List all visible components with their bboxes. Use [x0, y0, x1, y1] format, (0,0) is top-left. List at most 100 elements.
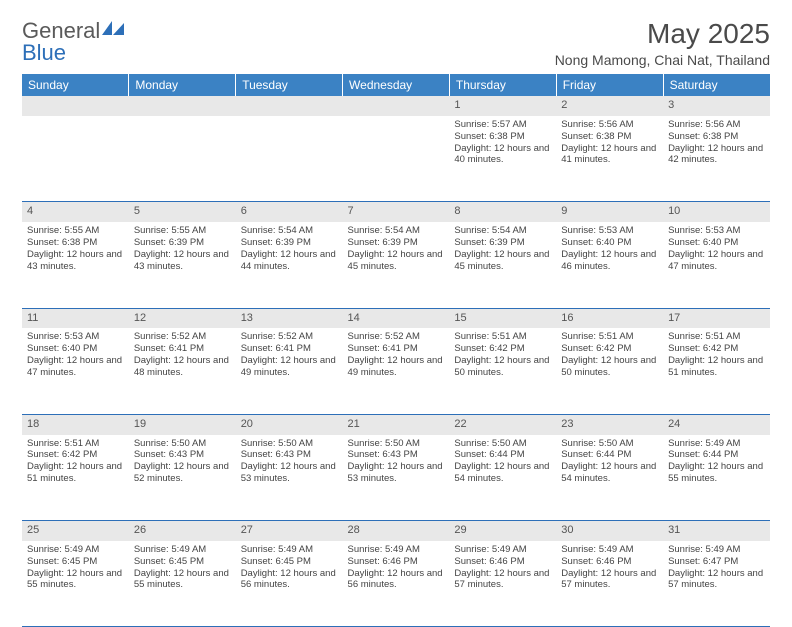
sunrise-line: Sunrise: 5:54 AM [348, 225, 445, 237]
sunrise-line: Sunrise: 5:51 AM [27, 438, 124, 450]
day-number: 25 [22, 521, 129, 541]
sunrise-line: Sunrise: 5:49 AM [561, 544, 658, 556]
sunset-line: Sunset: 6:42 PM [668, 343, 765, 355]
day-number: 18 [22, 414, 129, 434]
day-details: Sunrise: 5:55 AMSunset: 6:38 PMDaylight:… [27, 225, 124, 273]
daylight-line: Daylight: 12 hours and 40 minutes. [454, 143, 551, 167]
sunrise-line: Sunrise: 5:49 AM [454, 544, 551, 556]
daylight-line: Daylight: 12 hours and 55 minutes. [668, 461, 765, 485]
day-number: 7 [343, 202, 450, 222]
sunset-line: Sunset: 6:39 PM [134, 237, 231, 249]
weekday-header: Friday [556, 74, 663, 96]
calendar-body: 123Sunrise: 5:57 AMSunset: 6:38 PMDaylig… [22, 96, 770, 627]
day-cell: Sunrise: 5:49 AMSunset: 6:46 PMDaylight:… [449, 541, 556, 627]
daylight-line: Daylight: 12 hours and 43 minutes. [134, 249, 231, 273]
calendar-head: SundayMondayTuesdayWednesdayThursdayFrid… [22, 74, 770, 96]
sunset-line: Sunset: 6:45 PM [241, 556, 338, 568]
day-number: 19 [129, 414, 236, 434]
day-cell: Sunrise: 5:51 AMSunset: 6:42 PMDaylight:… [663, 328, 770, 414]
day-number: 28 [343, 521, 450, 541]
day-details: Sunrise: 5:49 AMSunset: 6:46 PMDaylight:… [348, 544, 445, 592]
day-details: Sunrise: 5:56 AMSunset: 6:38 PMDaylight:… [561, 119, 658, 167]
day-number-row: 123 [22, 96, 770, 116]
day-number: 1 [449, 96, 556, 116]
day-number: 23 [556, 414, 663, 434]
sunset-line: Sunset: 6:40 PM [27, 343, 124, 355]
logo-sail-icon [102, 21, 124, 35]
day-details: Sunrise: 5:57 AMSunset: 6:38 PMDaylight:… [454, 119, 551, 167]
sunrise-line: Sunrise: 5:50 AM [454, 438, 551, 450]
day-number: 20 [236, 414, 343, 434]
day-content-row: Sunrise: 5:57 AMSunset: 6:38 PMDaylight:… [22, 116, 770, 202]
sunset-line: Sunset: 6:46 PM [561, 556, 658, 568]
sunrise-line: Sunrise: 5:52 AM [348, 331, 445, 343]
title-block: May 2025 Nong Mamong, Chai Nat, Thailand [555, 18, 770, 68]
day-number: 10 [663, 202, 770, 222]
weekday-header: Tuesday [236, 74, 343, 96]
day-number-row: 11121314151617 [22, 308, 770, 328]
daylight-line: Daylight: 12 hours and 46 minutes. [561, 249, 658, 273]
weekday-header: Monday [129, 74, 236, 96]
weekday-header: Wednesday [343, 74, 450, 96]
daylight-line: Daylight: 12 hours and 57 minutes. [668, 568, 765, 592]
daylight-line: Daylight: 12 hours and 47 minutes. [27, 355, 124, 379]
day-cell: Sunrise: 5:51 AMSunset: 6:42 PMDaylight:… [22, 435, 129, 521]
day-cell: Sunrise: 5:55 AMSunset: 6:38 PMDaylight:… [22, 222, 129, 308]
day-cell: Sunrise: 5:54 AMSunset: 6:39 PMDaylight:… [236, 222, 343, 308]
sunrise-line: Sunrise: 5:50 AM [134, 438, 231, 450]
day-number: 5 [129, 202, 236, 222]
daylight-line: Daylight: 12 hours and 55 minutes. [27, 568, 124, 592]
day-number: 13 [236, 308, 343, 328]
day-details: Sunrise: 5:51 AMSunset: 6:42 PMDaylight:… [27, 438, 124, 486]
sunrise-line: Sunrise: 5:49 AM [348, 544, 445, 556]
day-content-row: Sunrise: 5:51 AMSunset: 6:42 PMDaylight:… [22, 435, 770, 521]
day-number: 2 [556, 96, 663, 116]
day-details: Sunrise: 5:52 AMSunset: 6:41 PMDaylight:… [134, 331, 231, 379]
day-cell: Sunrise: 5:54 AMSunset: 6:39 PMDaylight:… [343, 222, 450, 308]
day-number: 11 [22, 308, 129, 328]
day-number [343, 96, 450, 116]
day-number: 3 [663, 96, 770, 116]
sunrise-line: Sunrise: 5:54 AM [454, 225, 551, 237]
sunset-line: Sunset: 6:40 PM [668, 237, 765, 249]
day-details: Sunrise: 5:51 AMSunset: 6:42 PMDaylight:… [561, 331, 658, 379]
day-cell: Sunrise: 5:50 AMSunset: 6:43 PMDaylight:… [343, 435, 450, 521]
sunset-line: Sunset: 6:43 PM [348, 449, 445, 461]
day-cell: Sunrise: 5:51 AMSunset: 6:42 PMDaylight:… [449, 328, 556, 414]
sunrise-line: Sunrise: 5:51 AM [561, 331, 658, 343]
weekday-row: SundayMondayTuesdayWednesdayThursdayFrid… [22, 74, 770, 96]
weekday-header: Thursday [449, 74, 556, 96]
sunset-line: Sunset: 6:44 PM [668, 449, 765, 461]
sunrise-line: Sunrise: 5:49 AM [27, 544, 124, 556]
daylight-line: Daylight: 12 hours and 45 minutes. [454, 249, 551, 273]
day-cell: Sunrise: 5:52 AMSunset: 6:41 PMDaylight:… [129, 328, 236, 414]
sunrise-line: Sunrise: 5:52 AM [241, 331, 338, 343]
day-details: Sunrise: 5:50 AMSunset: 6:44 PMDaylight:… [561, 438, 658, 486]
daylight-line: Daylight: 12 hours and 47 minutes. [668, 249, 765, 273]
day-number: 14 [343, 308, 450, 328]
sunset-line: Sunset: 6:45 PM [27, 556, 124, 568]
day-cell: Sunrise: 5:49 AMSunset: 6:47 PMDaylight:… [663, 541, 770, 627]
sunset-line: Sunset: 6:38 PM [561, 131, 658, 143]
day-number: 9 [556, 202, 663, 222]
day-cell [343, 116, 450, 202]
daylight-line: Daylight: 12 hours and 41 minutes. [561, 143, 658, 167]
sunset-line: Sunset: 6:47 PM [668, 556, 765, 568]
day-cell: Sunrise: 5:51 AMSunset: 6:42 PMDaylight:… [556, 328, 663, 414]
daylight-line: Daylight: 12 hours and 50 minutes. [454, 355, 551, 379]
sunset-line: Sunset: 6:41 PM [134, 343, 231, 355]
day-details: Sunrise: 5:52 AMSunset: 6:41 PMDaylight:… [348, 331, 445, 379]
sunset-line: Sunset: 6:44 PM [454, 449, 551, 461]
daylight-line: Daylight: 12 hours and 56 minutes. [348, 568, 445, 592]
day-number: 27 [236, 521, 343, 541]
daylight-line: Daylight: 12 hours and 57 minutes. [561, 568, 658, 592]
sunset-line: Sunset: 6:42 PM [561, 343, 658, 355]
day-cell: Sunrise: 5:55 AMSunset: 6:39 PMDaylight:… [129, 222, 236, 308]
location-text: Nong Mamong, Chai Nat, Thailand [555, 52, 770, 68]
sunset-line: Sunset: 6:41 PM [348, 343, 445, 355]
day-number: 26 [129, 521, 236, 541]
daylight-line: Daylight: 12 hours and 42 minutes. [668, 143, 765, 167]
day-details: Sunrise: 5:56 AMSunset: 6:38 PMDaylight:… [668, 119, 765, 167]
sunset-line: Sunset: 6:42 PM [454, 343, 551, 355]
day-cell: Sunrise: 5:52 AMSunset: 6:41 PMDaylight:… [343, 328, 450, 414]
